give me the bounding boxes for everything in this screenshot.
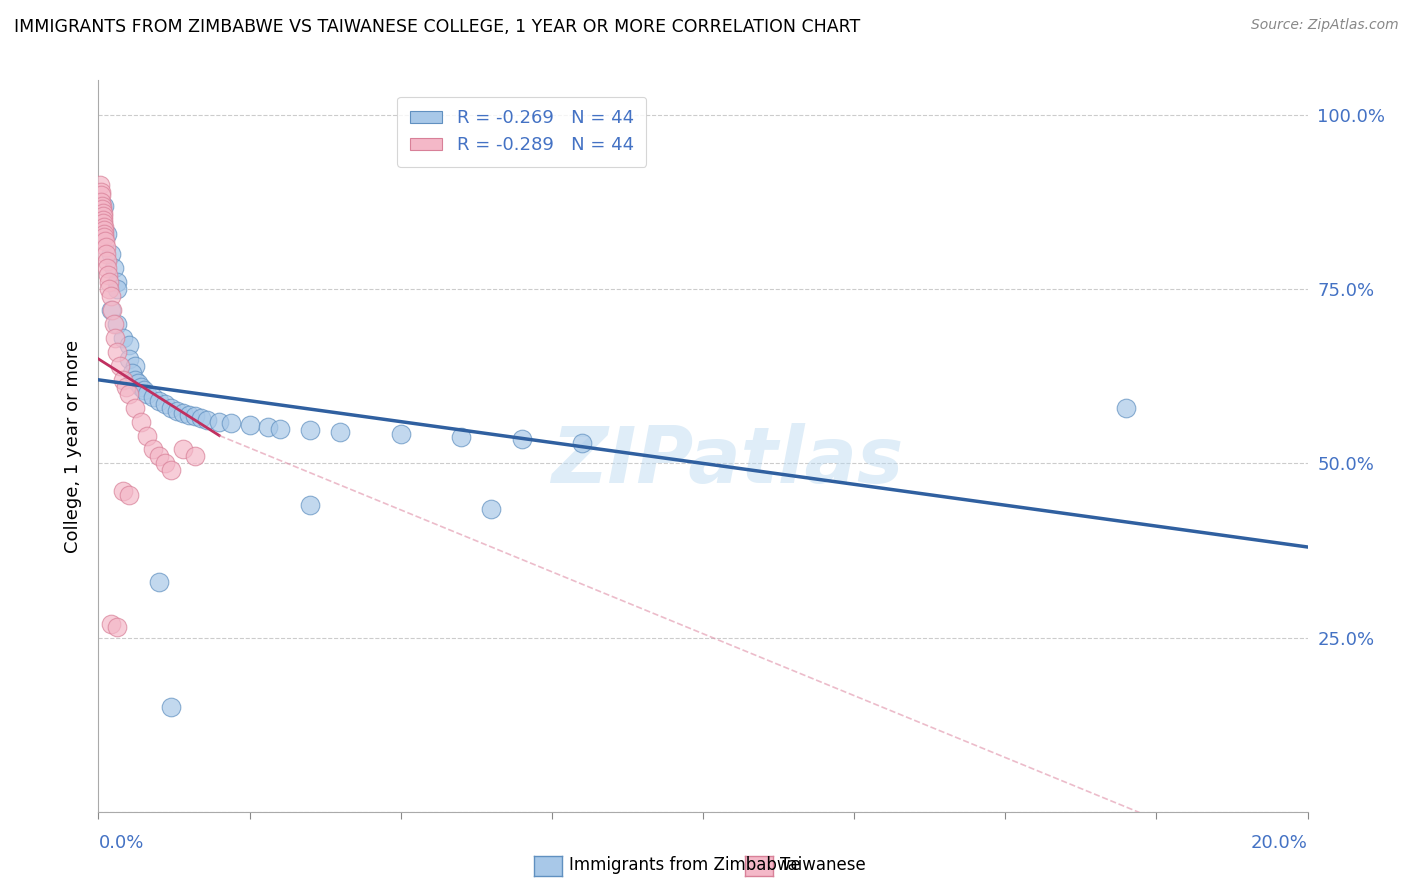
Point [148, 574, 170, 589]
Point [100, 247, 122, 261]
Point [100, 616, 122, 631]
Point [269, 421, 291, 435]
Point [124, 373, 146, 387]
Point [221, 416, 243, 430]
Point [121, 366, 143, 380]
Point [124, 359, 146, 373]
Point [142, 390, 165, 404]
Point [91, 216, 114, 230]
Text: ZIPatlas: ZIPatlas [551, 423, 903, 499]
Legend: R = -0.269   N = 44, R = -0.289   N = 44: R = -0.269 N = 44, R = -0.289 N = 44 [396, 96, 647, 167]
Point [96, 247, 118, 261]
Point [239, 418, 262, 433]
Point [160, 463, 183, 477]
Point [103, 317, 125, 331]
Point [90, 188, 112, 202]
Point [135, 428, 157, 442]
Point [100, 289, 122, 303]
Point [89, 178, 111, 192]
Point [94, 234, 117, 248]
Point [100, 303, 122, 318]
Point [118, 351, 141, 366]
Point [105, 282, 128, 296]
Point [510, 432, 533, 446]
Point [184, 409, 207, 423]
Point [93, 199, 115, 213]
Point [93, 219, 115, 234]
Point [93, 227, 115, 241]
Point [329, 425, 352, 439]
Point [389, 427, 412, 442]
Point [153, 457, 176, 471]
Point [103, 261, 125, 276]
Point [195, 413, 218, 427]
Point [299, 498, 322, 512]
Text: 20.0%: 20.0% [1251, 834, 1308, 852]
Text: Source: ZipAtlas.com: Source: ZipAtlas.com [1251, 18, 1399, 32]
Point [118, 338, 141, 352]
Point [256, 420, 278, 434]
Point [129, 380, 152, 394]
Point [111, 331, 134, 345]
Point [118, 488, 141, 502]
Text: 0.0%: 0.0% [98, 834, 143, 852]
Point [1115, 401, 1137, 415]
Point [135, 386, 157, 401]
Point [124, 401, 146, 415]
Point [118, 386, 141, 401]
Point [97, 268, 120, 283]
Point [91, 199, 114, 213]
Point [104, 331, 127, 345]
Point [98, 282, 121, 296]
Point [100, 303, 122, 318]
Point [450, 430, 472, 444]
Point [172, 406, 194, 420]
Point [91, 212, 114, 227]
Text: Immigrants from Zimbabwe: Immigrants from Zimbabwe [569, 856, 801, 874]
Point [93, 223, 115, 237]
Point [90, 195, 112, 210]
Text: IMMIGRANTS FROM ZIMBABWE VS TAIWANESE COLLEGE, 1 YEAR OR MORE CORRELATION CHART: IMMIGRANTS FROM ZIMBABWE VS TAIWANESE CO… [14, 18, 860, 36]
Point [96, 254, 118, 268]
Point [172, 442, 194, 457]
Point [97, 275, 120, 289]
Point [160, 401, 183, 415]
Point [94, 240, 117, 254]
Point [114, 380, 136, 394]
Point [105, 345, 128, 359]
Point [90, 185, 112, 199]
Point [153, 397, 176, 411]
Point [481, 501, 503, 516]
Point [132, 384, 155, 398]
Point [142, 442, 165, 457]
Point [105, 620, 128, 634]
Point [96, 261, 118, 276]
Point [148, 393, 170, 408]
Y-axis label: College, 1 year or more: College, 1 year or more [65, 340, 83, 552]
Point [148, 450, 170, 464]
Text: Taiwanese: Taiwanese [780, 856, 866, 874]
Point [91, 202, 114, 216]
Point [179, 408, 201, 422]
Point [160, 700, 183, 714]
Point [184, 450, 207, 464]
Point [96, 227, 118, 241]
Point [127, 376, 149, 391]
Point [91, 209, 114, 223]
Point [111, 373, 134, 387]
Point [105, 275, 128, 289]
Point [91, 205, 114, 219]
Point [108, 359, 131, 373]
Point [571, 435, 593, 450]
Point [166, 404, 188, 418]
Point [190, 411, 212, 425]
Point [105, 317, 128, 331]
Point [129, 415, 152, 429]
Point [299, 423, 322, 437]
Point [93, 230, 115, 244]
Point [111, 484, 134, 499]
Point [208, 415, 231, 429]
